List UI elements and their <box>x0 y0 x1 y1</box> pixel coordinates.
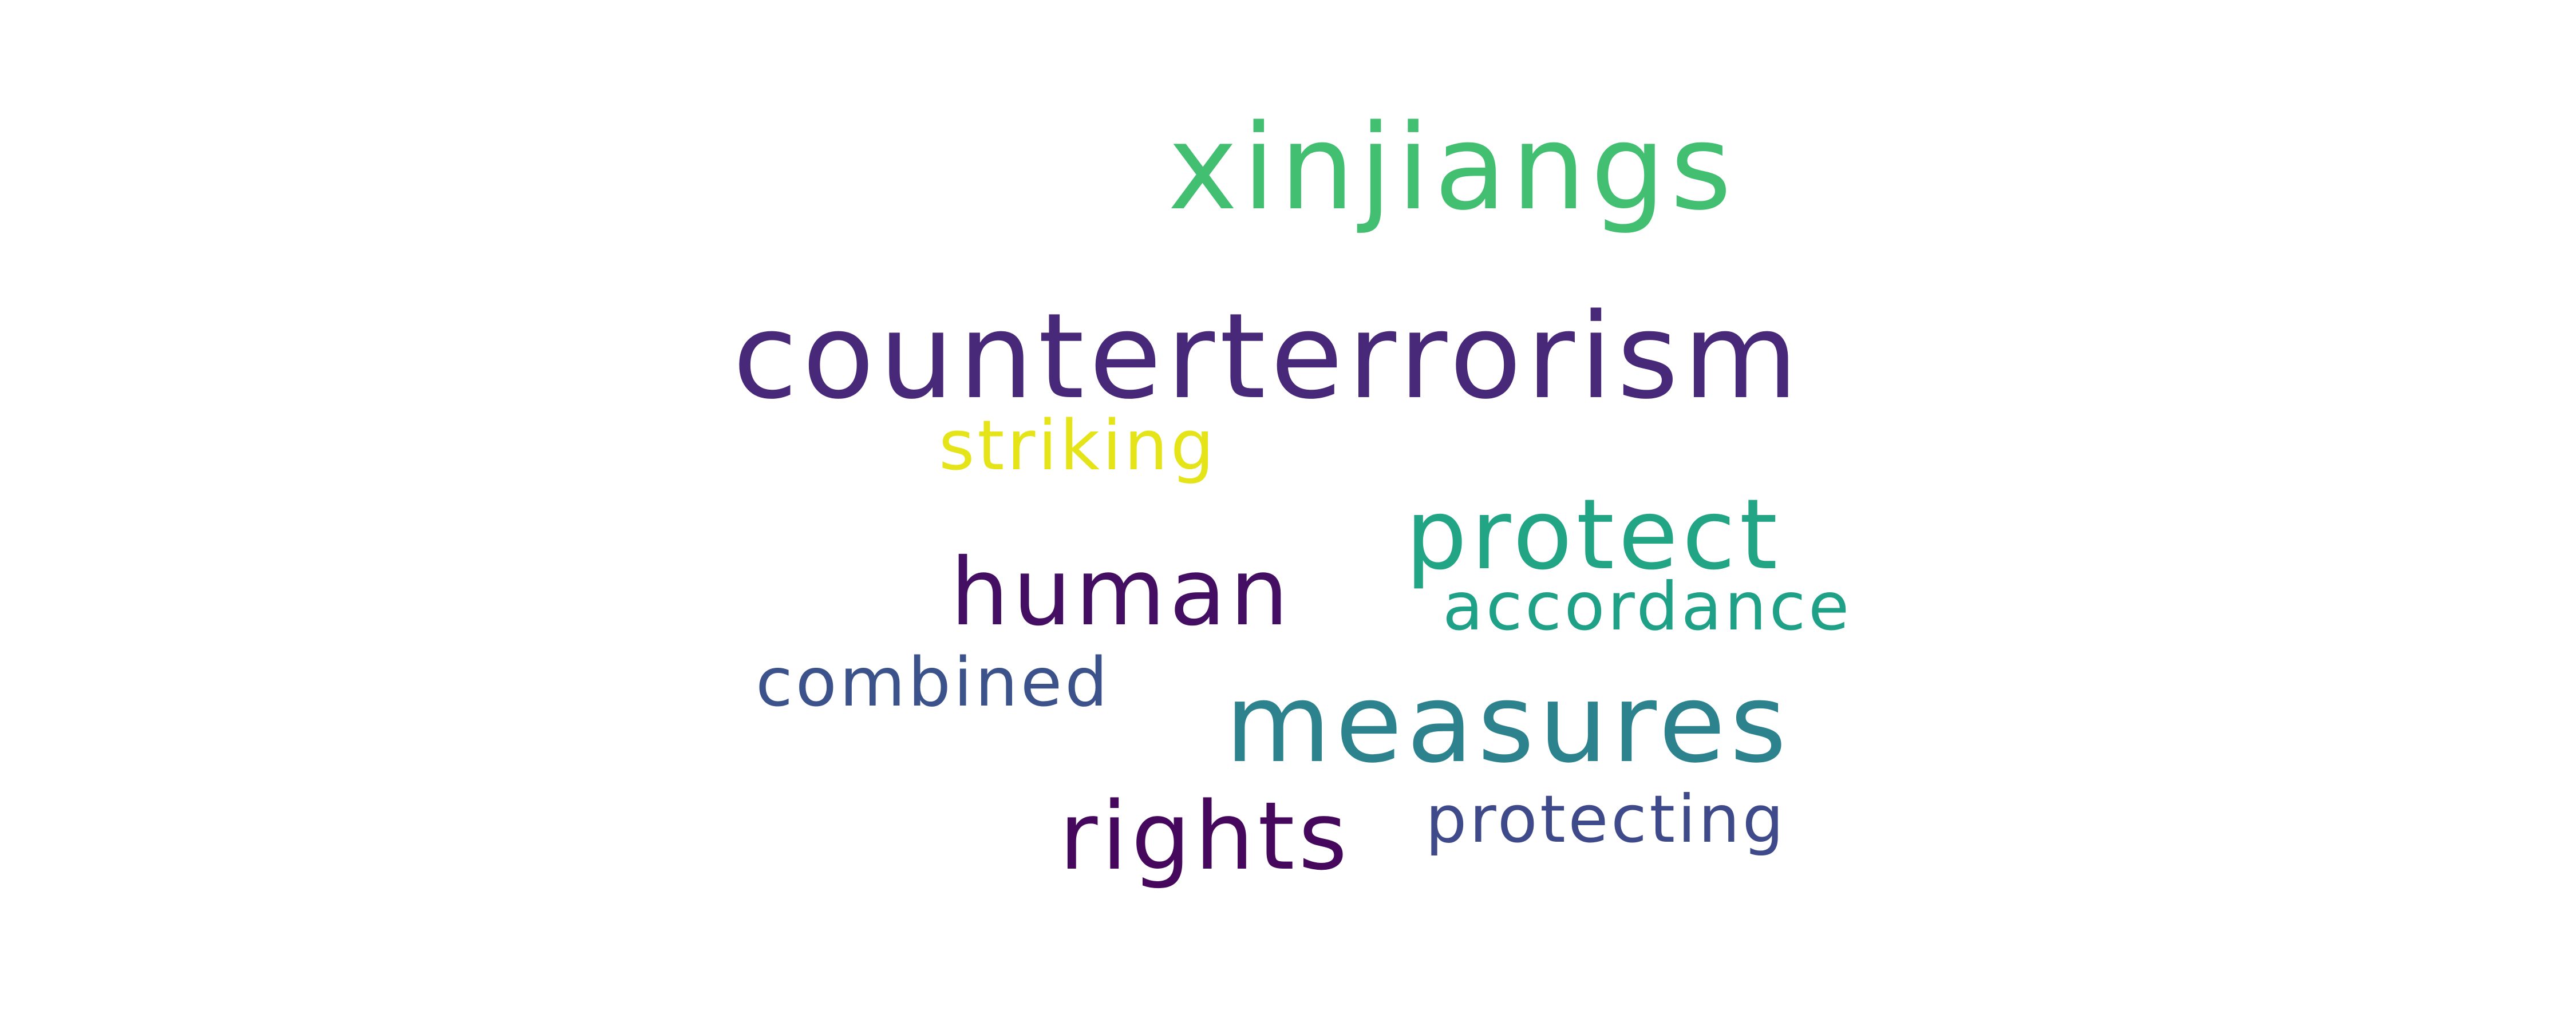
word-striking: striking <box>939 406 1217 486</box>
word-protect: protect <box>1405 478 1782 592</box>
word-xinjiangs: xinjiangs <box>1168 99 1737 236</box>
word-rights: rights <box>1059 782 1352 891</box>
word-counterterrorism: counterterrorism <box>733 288 1803 425</box>
word-measures: measures <box>1225 660 1791 787</box>
word-human: human <box>950 539 1293 647</box>
word-protecting: protecting <box>1425 781 1787 857</box>
word-combined: combined <box>756 643 1111 722</box>
word-accordance: accordance <box>1443 568 1852 645</box>
